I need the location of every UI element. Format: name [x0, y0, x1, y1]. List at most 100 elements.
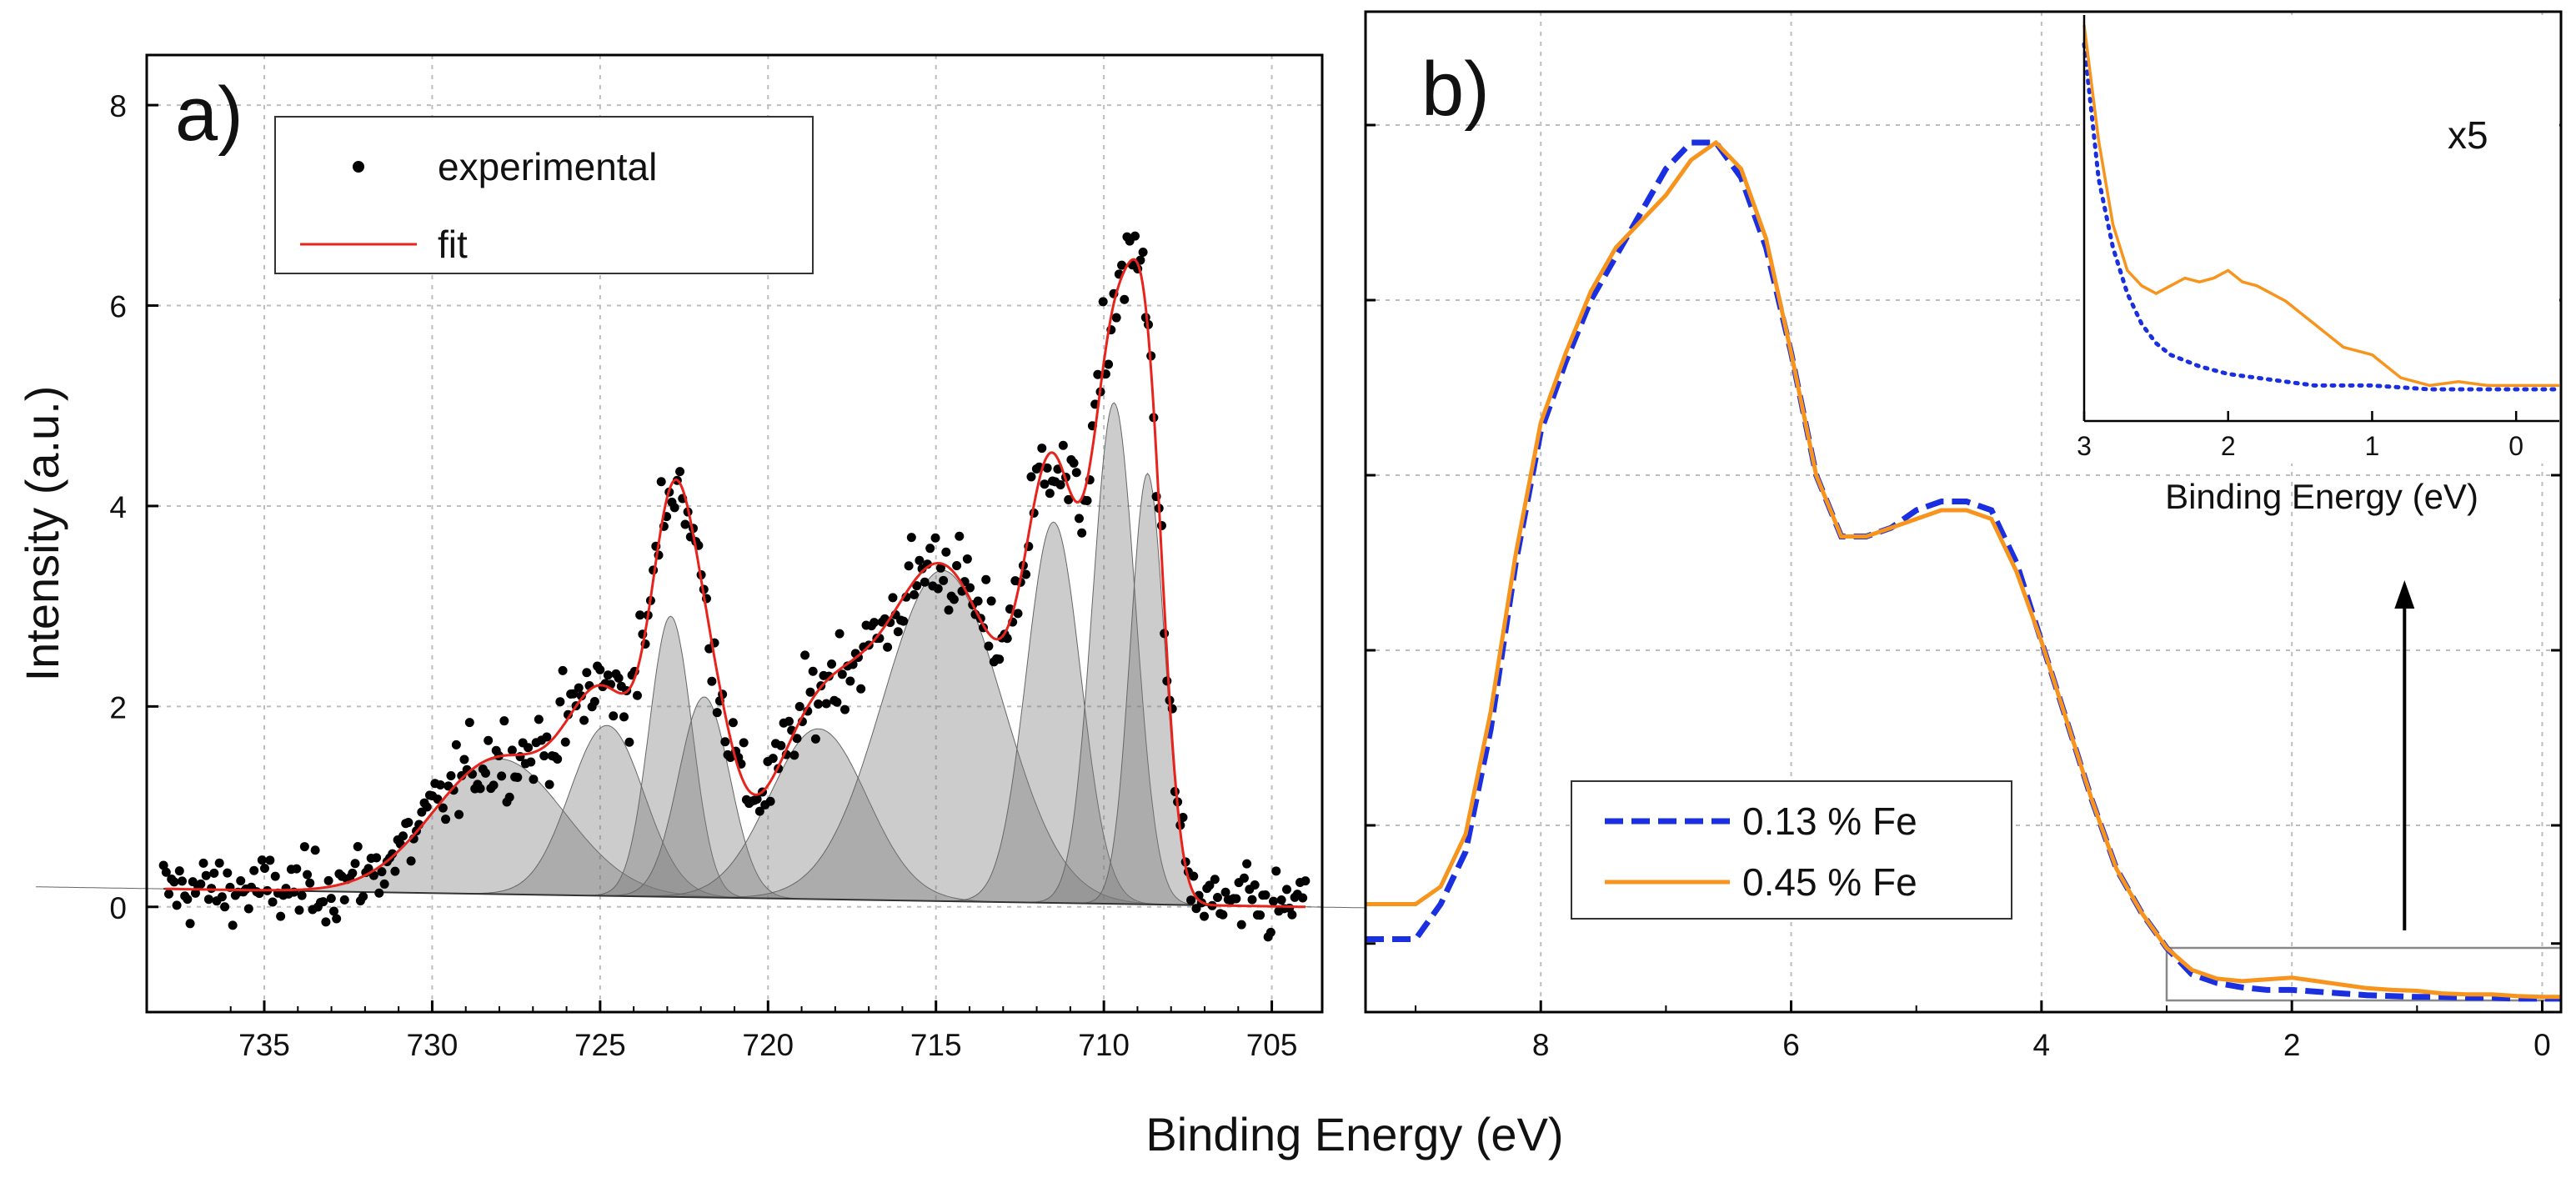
x-tick-label: 6: [1782, 1028, 1800, 1062]
y-tick-label: 4: [109, 490, 127, 524]
experimental-point: [821, 699, 831, 709]
experimental-point: [1220, 887, 1230, 897]
panel-a-fit-line: [165, 258, 1306, 909]
experimental-point: [981, 574, 991, 584]
experimental-point: [435, 779, 445, 790]
experimental-point: [303, 870, 313, 880]
experimental-point: [576, 691, 586, 701]
experimental-point: [1218, 910, 1228, 920]
x-tick-label: 710: [1078, 1028, 1130, 1062]
experimental-point: [656, 477, 666, 487]
experimental-point: [952, 560, 962, 570]
y-tick-label: 8: [109, 89, 127, 123]
experimental-point: [1130, 231, 1140, 241]
experimental-point: [220, 902, 230, 912]
inset-x-tick-label: 0: [2508, 431, 2523, 461]
experimental-point: [177, 876, 187, 886]
experimental-point: [792, 734, 802, 744]
experimental-point: [632, 690, 642, 700]
experimental-point: [941, 547, 951, 557]
panel-b-legend-box: [1571, 780, 2012, 920]
experimental-point: [800, 650, 810, 660]
x-tick-label: 0: [2533, 1028, 2551, 1062]
experimental-point: [1042, 463, 1052, 473]
panel-b-frame: [1364, 10, 2563, 1014]
experimental-point: [834, 629, 844, 639]
experimental-point: [201, 870, 211, 880]
experimental-point: [739, 738, 749, 748]
experimental-point: [1069, 458, 1079, 468]
x-tick-label: 4: [2033, 1028, 2051, 1062]
experimental-point: [888, 593, 898, 603]
experimental-point: [1002, 634, 1012, 644]
experimental-point: [403, 818, 413, 828]
experimental-point: [920, 577, 930, 587]
experimental-point: [294, 905, 304, 915]
experimental-point: [1255, 910, 1265, 920]
experimental-point: [358, 891, 368, 901]
experimental-point: [870, 618, 880, 628]
experimental-point: [449, 785, 459, 795]
y-tick-label: 6: [109, 290, 127, 324]
experimental-point: [794, 701, 804, 711]
experimental-point: [973, 596, 983, 606]
x-tick-label: 705: [1246, 1028, 1298, 1062]
experimental-point: [1205, 880, 1215, 890]
experimental-point: [161, 867, 171, 877]
experimental-point: [789, 750, 799, 760]
experimental-point: [172, 900, 182, 910]
experimental-point: [185, 919, 195, 929]
experimental-point: [1104, 359, 1114, 369]
experimental-point: [883, 642, 893, 652]
legend-fit-label: fit: [438, 223, 468, 266]
experimental-point: [350, 859, 360, 869]
experimental-point: [669, 503, 679, 513]
experimental-point: [840, 704, 850, 714]
experimental-point: [725, 753, 735, 763]
experimental-point: [183, 895, 193, 905]
panel-b: 8 6 4 2 0 b) 0.13 % Fe 0.45 % Fe 3 2 1 0 x5 Bin…: [1364, 10, 2563, 1062]
experimental-point: [1013, 609, 1023, 619]
experimental-point: [214, 858, 224, 868]
experimental-point: [1117, 260, 1127, 270]
experimental-point: [203, 895, 213, 905]
legend-fe013-label: 0.13 % Fe: [1742, 800, 1917, 843]
experimental-point: [321, 917, 331, 927]
experimental-point: [446, 771, 456, 781]
experimental-point: [824, 671, 834, 681]
experimental-point: [1271, 866, 1281, 876]
experimental-point: [856, 684, 866, 694]
series-line-fe013: [1366, 139, 2561, 1002]
experimental-point: [1040, 479, 1050, 489]
experimental-point: [589, 697, 599, 707]
experimental-point: [1093, 369, 1103, 379]
experimental-point: [489, 780, 499, 790]
experimental-point: [619, 712, 629, 722]
experimental-point: [339, 895, 349, 905]
experimental-point: [962, 554, 972, 564]
experimental-point: [406, 856, 416, 866]
experimental-point: [949, 594, 959, 604]
experimental-point: [1287, 910, 1297, 920]
experimental-point: [984, 641, 994, 651]
experimental-point: [228, 920, 238, 930]
experimental-point: [582, 668, 592, 678]
experimental-point: [555, 697, 565, 707]
experimental-point: [305, 878, 315, 888]
experimental-point: [609, 711, 619, 721]
experimental-point: [539, 751, 549, 761]
x-axis-label: Binding Energy (eV): [1145, 1108, 1563, 1160]
panel-b-x-ticks: 8 6 4 2 0: [1415, 1000, 2551, 1062]
experimental-point: [1064, 494, 1074, 504]
zoom-arrow-head: [2394, 580, 2415, 609]
experimental-point: [353, 842, 363, 852]
experimental-point: [955, 531, 965, 541]
experimental-point: [390, 866, 400, 876]
experimental-point: [1071, 468, 1081, 478]
experimental-point: [542, 732, 552, 742]
legend-fe045-label: 0.45 % Fe: [1742, 860, 1917, 904]
experimental-point: [328, 906, 338, 916]
experimental-point: [198, 858, 208, 868]
panel-a: 735 730 725 720 715 710 705 0 2 4 6 8 a) experimen…: [16, 53, 1366, 1062]
experimental-point: [257, 855, 267, 865]
